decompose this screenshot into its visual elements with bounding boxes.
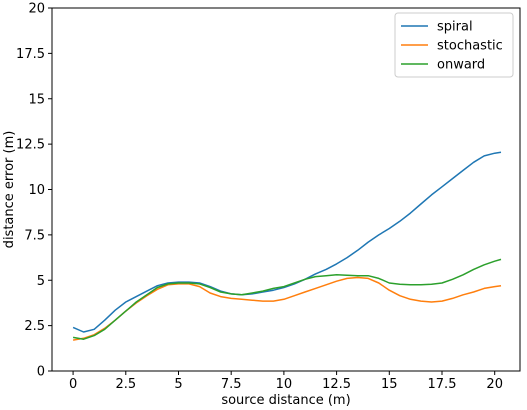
- y-tick-label: 17.5: [16, 47, 45, 62]
- x-axis-ticks: 0 2.5 5 7.5 10 12.5 15 17.5 20: [69, 371, 503, 392]
- y-axis-ticks: 0 2.5 5 7.5 10 12.5 15 17.5 20: [16, 2, 52, 380]
- y-tick-label: 15: [28, 92, 45, 107]
- legend: spiral stochastic onward: [394, 12, 514, 78]
- legend-label-onward: onward: [437, 58, 485, 73]
- x-tick-label: 12.5: [322, 377, 351, 392]
- series-line-spiral: [72, 151, 502, 333]
- x-tick-label: 15: [381, 377, 398, 392]
- x-tick-label: 5: [174, 377, 182, 392]
- x-tick-label: 10: [276, 377, 293, 392]
- x-tick-label: 17.5: [428, 377, 457, 392]
- y-tick-label: 10: [28, 183, 45, 198]
- y-tick-label: 2.5: [24, 319, 45, 334]
- y-tick-label: 12.5: [16, 138, 45, 153]
- x-tick-label: 7.5: [221, 377, 242, 392]
- y-tick-label: 7.5: [24, 228, 45, 243]
- series-line-onward: [72, 258, 502, 340]
- y-tick-label: 20: [28, 2, 45, 17]
- x-axis-label: source distance (m): [221, 393, 350, 408]
- y-tick-label: 5: [37, 274, 45, 289]
- x-tick-label: 0: [69, 377, 77, 392]
- y-axis-label: distance error (m): [2, 131, 17, 249]
- legend-label-stochastic: stochastic: [437, 39, 503, 54]
- y-tick-label: 0: [37, 365, 45, 380]
- legend-box: [394, 12, 514, 78]
- plot-lines: [72, 151, 502, 341]
- x-tick-label: 20: [486, 377, 503, 392]
- legend-label-spiral: spiral: [437, 20, 473, 35]
- x-tick-label: 2.5: [115, 377, 136, 392]
